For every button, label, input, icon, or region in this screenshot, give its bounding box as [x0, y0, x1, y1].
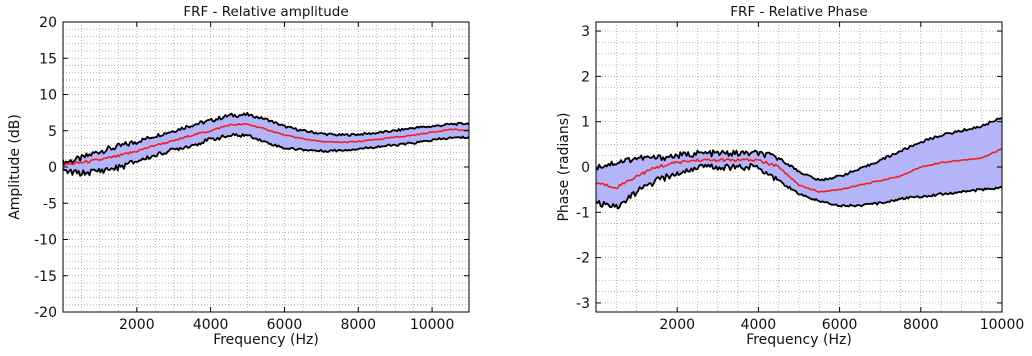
- y-tick-label: 0: [581, 160, 590, 176]
- y-axis-title: Amplitude (dB): [7, 114, 23, 220]
- chart-title: FRF - Relative amplitude: [183, 4, 348, 20]
- x-tick-label: 6000: [267, 317, 303, 333]
- x-tick-label: 4000: [741, 317, 777, 333]
- x-tick-label: 4000: [193, 317, 229, 333]
- y-tick-label: 20: [39, 15, 57, 31]
- y-tick-label: 1: [581, 115, 590, 131]
- band-area: [596, 118, 1002, 209]
- series-mean-line: [62, 122, 469, 167]
- series-mean-line: [595, 147, 1003, 193]
- y-tick-label: 2: [581, 69, 590, 85]
- y-tick-label: 15: [39, 51, 57, 67]
- x-tick-label: 2000: [119, 317, 155, 333]
- x-tick-label: 2000: [659, 317, 695, 333]
- series-lower-line: [595, 162, 1003, 210]
- y-tick-label: 10: [39, 88, 57, 104]
- y-tick-label: -5: [43, 196, 57, 212]
- chart-title: FRF - Relative Phase: [730, 4, 867, 20]
- y-tick-label: -20: [34, 305, 57, 321]
- series-lower-line: [62, 132, 470, 177]
- x-axis-title: Frequency (Hz): [746, 332, 852, 348]
- x-tick-label: 10000: [980, 317, 1025, 333]
- y-tick-label: -2: [576, 251, 590, 267]
- chart-2: 2000 4000 6000 8000 10000 -3 -2 -1 0 1 2 3 FRF - Rel…: [556, 4, 1024, 348]
- y-tick-label: 5: [48, 124, 57, 140]
- y-tick-label: -10: [34, 233, 57, 249]
- y-axis-title: Phase (radians): [556, 112, 572, 221]
- x-tick-label: 8000: [340, 317, 376, 333]
- x-axis-title: Frequency (Hz): [213, 332, 319, 348]
- y-tick-label: -15: [34, 269, 57, 285]
- series-upper-line: [62, 111, 470, 167]
- grid: [63, 22, 469, 312]
- y-tick-label: -1: [576, 205, 590, 221]
- x-tick-label: 8000: [903, 317, 939, 333]
- x-tick-label: 6000: [822, 317, 858, 333]
- chart-1: 2000 4000 6000 8000 10000 -20 -15 -10 -5 0 5 10 15 20…: [7, 4, 470, 348]
- y-tick-label: 3: [581, 24, 590, 40]
- series-upper-line: [595, 117, 1003, 182]
- y-tick-label: -3: [576, 296, 590, 312]
- y-tick-label: 0: [48, 160, 57, 176]
- x-tick-label: 10000: [410, 317, 455, 333]
